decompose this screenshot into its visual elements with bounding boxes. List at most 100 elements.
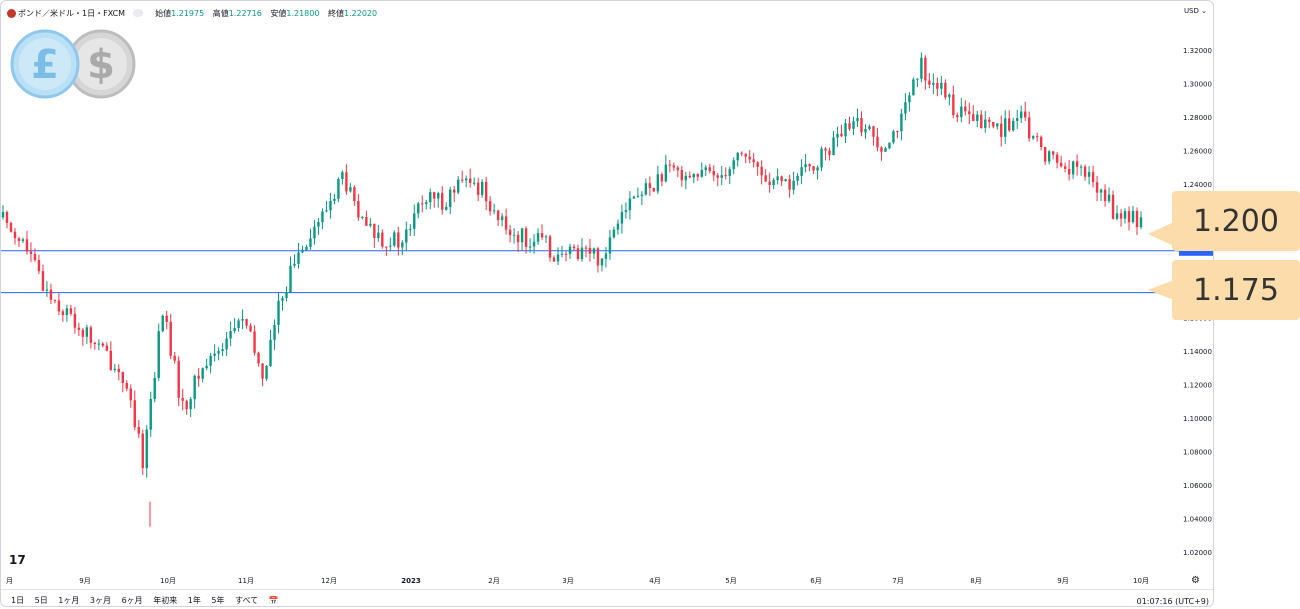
candle-body <box>53 299 57 301</box>
chart-frame: 1.32000 1.30000 1.28000 1.26000 1.24000 1.220… <box>0 0 1214 607</box>
candle-body <box>277 300 280 325</box>
x-tick-label: 12月 <box>321 577 337 585</box>
tf-6m[interactable]: 6ヶ月 <box>121 596 143 605</box>
candle-body <box>972 114 975 121</box>
candle-body <box>564 253 568 255</box>
candle-body <box>233 327 236 332</box>
candle-body <box>381 232 384 247</box>
tf-1m[interactable]: 1ヶ月 <box>58 596 80 605</box>
candle-body <box>373 223 376 238</box>
candle-body <box>960 106 963 118</box>
candle-body <box>253 331 256 353</box>
currency-selector[interactable]: USD ⌄ <box>1183 7 1207 15</box>
candle-body <box>429 192 432 203</box>
candle-body <box>157 331 160 378</box>
tf-3m[interactable]: 3ヶ月 <box>89 596 112 605</box>
flag-icon <box>7 8 16 18</box>
y-tick-label: 1.30000 <box>1183 80 1212 88</box>
tf-1d[interactable]: 1日 <box>11 596 25 605</box>
candle-body <box>265 365 268 379</box>
candle-body <box>732 160 735 170</box>
ohlc-open-label: 始値 <box>155 8 172 18</box>
clock[interactable]: 01:07:16 (UTC+9) <box>1136 597 1209 606</box>
collapse-toggle[interactable] <box>133 9 144 17</box>
candle-body <box>524 228 528 247</box>
candle-body <box>121 372 124 383</box>
candle-body <box>441 192 444 210</box>
candle-body <box>992 122 995 127</box>
candle-body <box>816 167 819 171</box>
candle-body <box>792 180 795 190</box>
candle-body <box>421 203 424 205</box>
candle-body <box>97 343 101 345</box>
candle-body <box>193 375 196 400</box>
candle-body <box>365 216 368 226</box>
candle-body <box>1 212 5 218</box>
candle-body <box>369 223 372 226</box>
y-tick-label: 1.26000 <box>1183 147 1212 155</box>
candle-body <box>149 398 152 430</box>
candle-body <box>808 164 811 167</box>
candle-body <box>289 265 292 293</box>
candle-body <box>45 289 49 291</box>
candle-body <box>624 210 628 213</box>
candle-body <box>740 152 743 154</box>
candle-body <box>33 253 37 261</box>
candle-body <box>445 206 448 210</box>
candle-body <box>588 247 592 254</box>
candle-body <box>720 175 723 178</box>
settings-gear-icon[interactable]: ⚙ <box>1191 575 1200 586</box>
candle-body <box>924 57 927 81</box>
candle-body <box>996 123 999 127</box>
date-range-icon[interactable]: 📅 <box>268 596 279 605</box>
candle-body <box>460 179 464 181</box>
candle-body <box>920 57 923 79</box>
candle-body <box>321 211 324 223</box>
candle-body <box>333 198 336 201</box>
y-tick-label: 1.04000 <box>1183 516 1212 524</box>
candle-body <box>305 246 308 251</box>
candle-body <box>1111 194 1115 219</box>
candle-body <box>648 183 652 188</box>
tf-5d[interactable]: 5日 <box>34 596 48 605</box>
candle-body <box>389 245 392 247</box>
y-tick-label: 1.24000 <box>1183 181 1212 189</box>
candle-body <box>229 331 232 339</box>
candle-body <box>345 172 348 192</box>
callout-1175: 1.175 <box>1172 260 1300 320</box>
tf-ytd[interactable]: 年初来 <box>153 596 178 605</box>
candle-body <box>225 338 228 350</box>
candle-body <box>952 94 955 116</box>
candle-body <box>1043 147 1047 162</box>
currency-label: USD <box>1183 7 1199 15</box>
ohlc-low-value: 1.21800 <box>286 8 320 18</box>
candle-body <box>900 113 903 132</box>
symbol-title[interactable]: ポンド／米ドル・1日・FXCM <box>18 8 126 18</box>
candle-body <box>692 173 695 178</box>
pound-dollar-logo: $ £ <box>10 29 136 99</box>
candle-body <box>544 236 548 238</box>
candle-body <box>1027 117 1031 139</box>
candle-body <box>872 126 875 137</box>
candle-body <box>968 111 971 115</box>
candle-body <box>776 176 779 180</box>
candle-body <box>616 223 620 230</box>
candle-body <box>269 339 272 366</box>
candle-body <box>1087 172 1091 177</box>
candle-body <box>700 170 703 177</box>
candle-body <box>1020 111 1023 119</box>
tradingview-logo[interactable]: 17 <box>9 553 26 567</box>
candle-body <box>536 233 540 242</box>
candle-body <box>93 342 97 345</box>
candle-body <box>804 164 807 168</box>
candle-body <box>512 234 516 236</box>
chart-plot[interactable]: 1.32000 1.30000 1.28000 1.26000 1.24000 1.220… <box>1 1 1214 607</box>
candle-body <box>560 253 564 255</box>
candle-body <box>932 82 935 85</box>
candle-body <box>1091 172 1095 183</box>
candle-body <box>405 229 408 243</box>
tf-1y[interactable]: 1年 <box>187 596 201 605</box>
candle-body <box>664 164 668 182</box>
tf-all[interactable]: すべて <box>235 596 259 605</box>
tf-5y[interactable]: 5年 <box>211 596 225 605</box>
